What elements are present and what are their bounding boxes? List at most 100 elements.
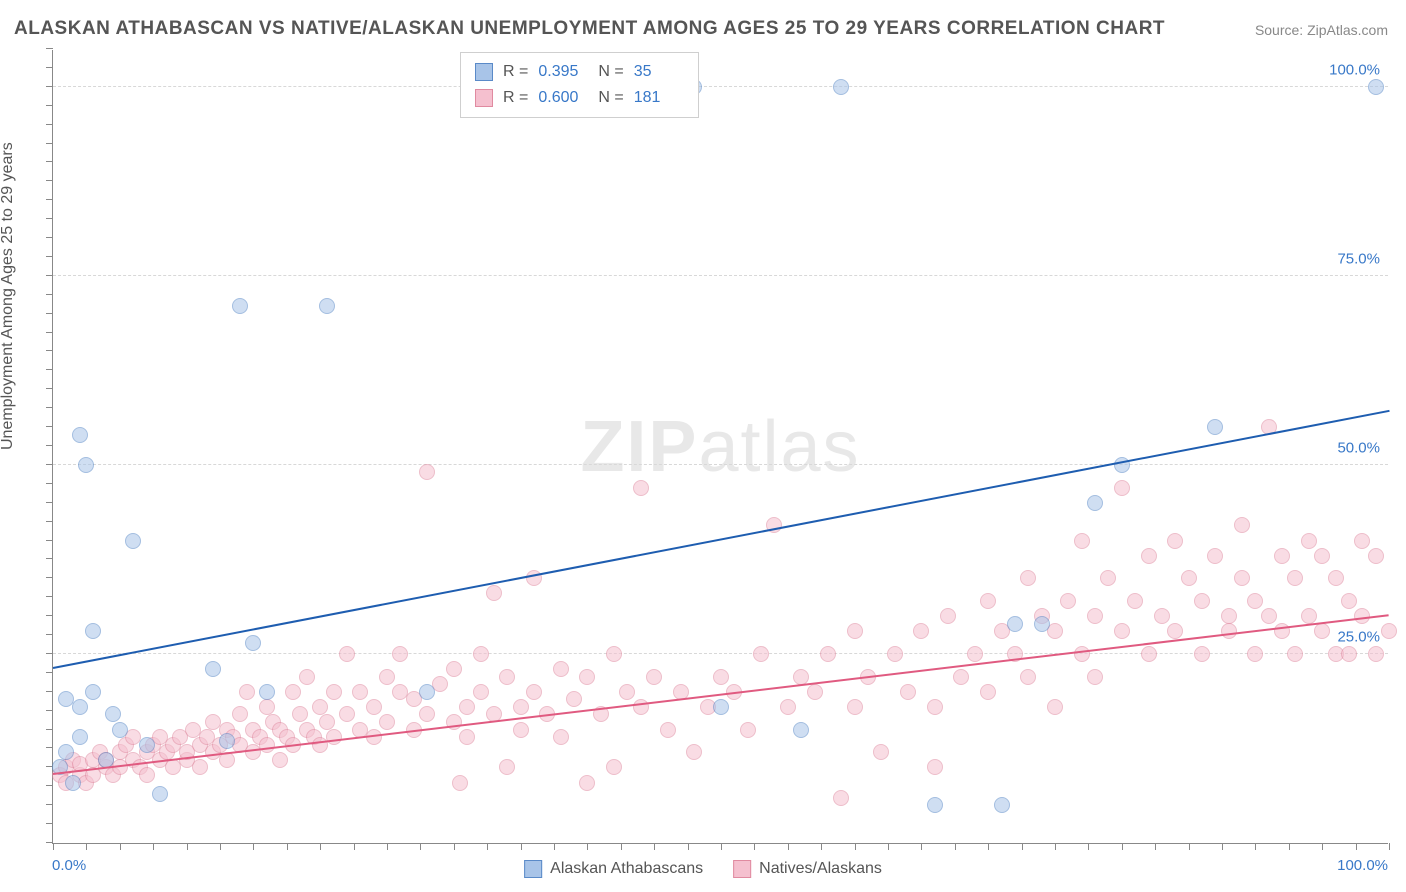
- x-tick: [1088, 843, 1089, 850]
- data-point: [1007, 616, 1023, 632]
- data-point: [219, 733, 235, 749]
- data-point: [72, 729, 88, 745]
- x-tick: [721, 843, 722, 850]
- data-point: [272, 752, 288, 768]
- data-point: [780, 699, 796, 715]
- data-point: [1087, 495, 1103, 511]
- y-tick: [46, 558, 53, 559]
- data-point: [1354, 533, 1370, 549]
- data-point: [85, 623, 101, 639]
- data-point: [633, 699, 649, 715]
- data-point: [526, 684, 542, 700]
- data-point: [1100, 570, 1116, 586]
- data-point: [553, 729, 569, 745]
- y-tick: [46, 369, 53, 370]
- y-tick: [46, 143, 53, 144]
- data-point: [1020, 570, 1036, 586]
- data-point: [1287, 646, 1303, 662]
- y-tick: [46, 388, 53, 389]
- data-point: [740, 722, 756, 738]
- data-point: [1368, 646, 1384, 662]
- data-point: [913, 623, 929, 639]
- data-point: [686, 744, 702, 760]
- data-point: [58, 744, 74, 760]
- data-point: [1087, 608, 1103, 624]
- y-tick: [46, 105, 53, 106]
- watermark-light: atlas: [698, 407, 860, 487]
- swatch-series-1: [475, 89, 493, 107]
- data-point: [1074, 646, 1090, 662]
- data-point: [139, 737, 155, 753]
- x-axis-min-label: 0.0%: [52, 857, 86, 874]
- watermark-bold: ZIP: [580, 407, 698, 487]
- data-point: [1261, 608, 1277, 624]
- data-point: [65, 775, 81, 791]
- data-point: [499, 669, 515, 685]
- data-point: [85, 684, 101, 700]
- data-point: [1141, 646, 1157, 662]
- x-tick: [688, 843, 689, 850]
- data-point: [72, 699, 88, 715]
- y-tick: [46, 842, 53, 843]
- stats-row-0: R = 0.395 N = 35: [475, 59, 684, 85]
- data-point: [900, 684, 916, 700]
- y-tick: [46, 124, 53, 125]
- bottom-legend: Alaskan Athabascans Natives/Alaskans: [524, 860, 882, 878]
- x-tick: [354, 843, 355, 850]
- y-tick: [46, 785, 53, 786]
- y-tick: [46, 729, 53, 730]
- y-tick: [46, 672, 53, 673]
- data-point: [232, 706, 248, 722]
- y-tick: [46, 86, 53, 87]
- y-axis-label: Unemployment Among Ages 25 to 29 years: [0, 142, 17, 450]
- chart-title: ALASKAN ATHABASCAN VS NATIVE/ALASKAN UNE…: [14, 18, 1165, 40]
- data-point: [1034, 616, 1050, 632]
- x-tick: [521, 843, 522, 850]
- y-tick: [46, 596, 53, 597]
- data-point: [105, 706, 121, 722]
- data-point: [753, 646, 769, 662]
- plot-area: ZIPatlas 25.0%50.0%75.0%100.0%: [52, 50, 1388, 844]
- x-tick: [988, 843, 989, 850]
- data-point: [486, 585, 502, 601]
- data-point: [1247, 646, 1263, 662]
- x-tick: [1022, 843, 1023, 850]
- x-tick: [86, 843, 87, 850]
- data-point: [994, 797, 1010, 813]
- data-point: [1368, 548, 1384, 564]
- legend-item-1: Natives/Alaskans: [733, 860, 882, 878]
- data-point: [1368, 79, 1384, 95]
- x-tick: [53, 843, 54, 850]
- swatch-series-0: [475, 63, 493, 81]
- x-tick: [320, 843, 321, 850]
- data-point: [1341, 646, 1357, 662]
- data-point: [1301, 533, 1317, 549]
- data-point: [1194, 593, 1210, 609]
- source-label: Source: ZipAtlas.com: [1255, 22, 1388, 38]
- data-point: [319, 714, 335, 730]
- x-tick: [788, 843, 789, 850]
- data-point: [78, 457, 94, 473]
- n-value-1: 181: [634, 85, 684, 111]
- data-point: [292, 706, 308, 722]
- y-tick: [46, 691, 53, 692]
- y-tick-label: 100.0%: [1329, 61, 1380, 78]
- legend-item-0: Alaskan Athabascans: [524, 860, 703, 878]
- data-point: [392, 646, 408, 662]
- x-tick: [654, 843, 655, 850]
- data-point: [807, 684, 823, 700]
- data-point: [1221, 608, 1237, 624]
- n-value-0: 35: [634, 59, 684, 85]
- data-point: [352, 684, 368, 700]
- y-tick: [46, 275, 53, 276]
- x-tick: [153, 843, 154, 850]
- data-point: [1167, 623, 1183, 639]
- data-point: [446, 661, 462, 677]
- y-tick: [46, 653, 53, 654]
- data-point: [579, 775, 595, 791]
- data-point: [1087, 669, 1103, 685]
- data-point: [72, 427, 88, 443]
- data-point: [833, 790, 849, 806]
- r-value-1: 0.600: [538, 85, 588, 111]
- x-tick: [387, 843, 388, 850]
